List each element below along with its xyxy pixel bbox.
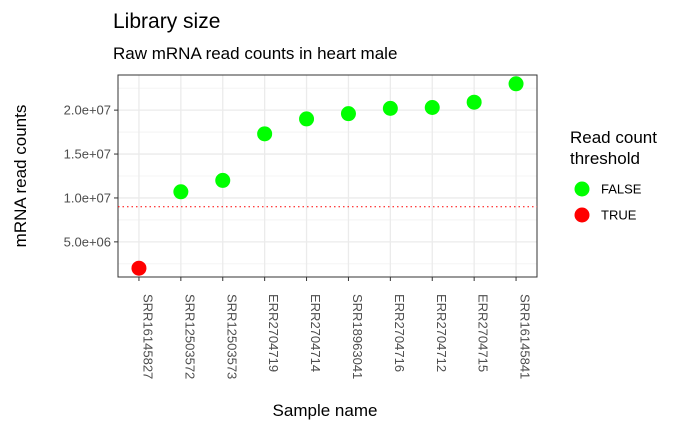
data-point [257, 126, 273, 142]
x-tick-label: ERR2704714 [308, 294, 323, 372]
x-tick-label: SRR12503572 [182, 294, 197, 379]
legend-title-line: threshold [570, 149, 640, 168]
data-point [382, 100, 398, 116]
chart-subtitle: Raw mRNA read counts in heart male [113, 44, 397, 63]
panel-border [117, 74, 538, 278]
x-tick-label: ERR2704712 [434, 294, 449, 372]
x-tick-label: SRR16145827 [140, 294, 155, 379]
chart-title: Library size [113, 10, 220, 33]
x-axis-ticks: SRR16145827 SRR12503572 SRR12503573 ERR2704… [138, 277, 533, 379]
x-axis-title: Sample name [273, 401, 378, 420]
legend: Read count threshold FALSE TRUE [570, 128, 657, 223]
x-tick-label: ERR2704715 [476, 294, 491, 372]
plot-panel [117, 74, 538, 278]
data-point [508, 76, 524, 92]
data-point [215, 172, 231, 188]
y-tick-label: 1.0e+07 [64, 190, 111, 205]
legend-label: TRUE [601, 208, 637, 223]
data-points [131, 76, 524, 276]
y-tick-label: 5.0e+06 [64, 234, 111, 249]
legend-key [574, 181, 590, 197]
y-tick-label: 1.5e+07 [64, 147, 111, 162]
x-tick-label: SRR12503573 [224, 294, 239, 379]
data-point [173, 184, 189, 200]
legend-label: FALSE [601, 182, 642, 197]
legend-title-line: Read count [570, 128, 657, 147]
y-axis-title: mRNA read counts [11, 105, 30, 248]
data-point [466, 94, 482, 110]
data-point [340, 106, 356, 122]
x-tick-label: SRR18963041 [350, 294, 365, 379]
data-point [424, 99, 440, 115]
data-point [131, 260, 147, 276]
y-axis-ticks: 5.0e+06 1.0e+07 1.5e+07 2.0e+07 [64, 103, 118, 249]
y-tick-label: 2.0e+07 [64, 103, 111, 118]
x-tick-label: ERR2704719 [266, 294, 281, 372]
x-tick-label: ERR2704716 [392, 294, 407, 372]
x-tick-label: SRR16145841 [518, 294, 533, 379]
data-point [299, 111, 315, 127]
legend-key [574, 207, 590, 223]
